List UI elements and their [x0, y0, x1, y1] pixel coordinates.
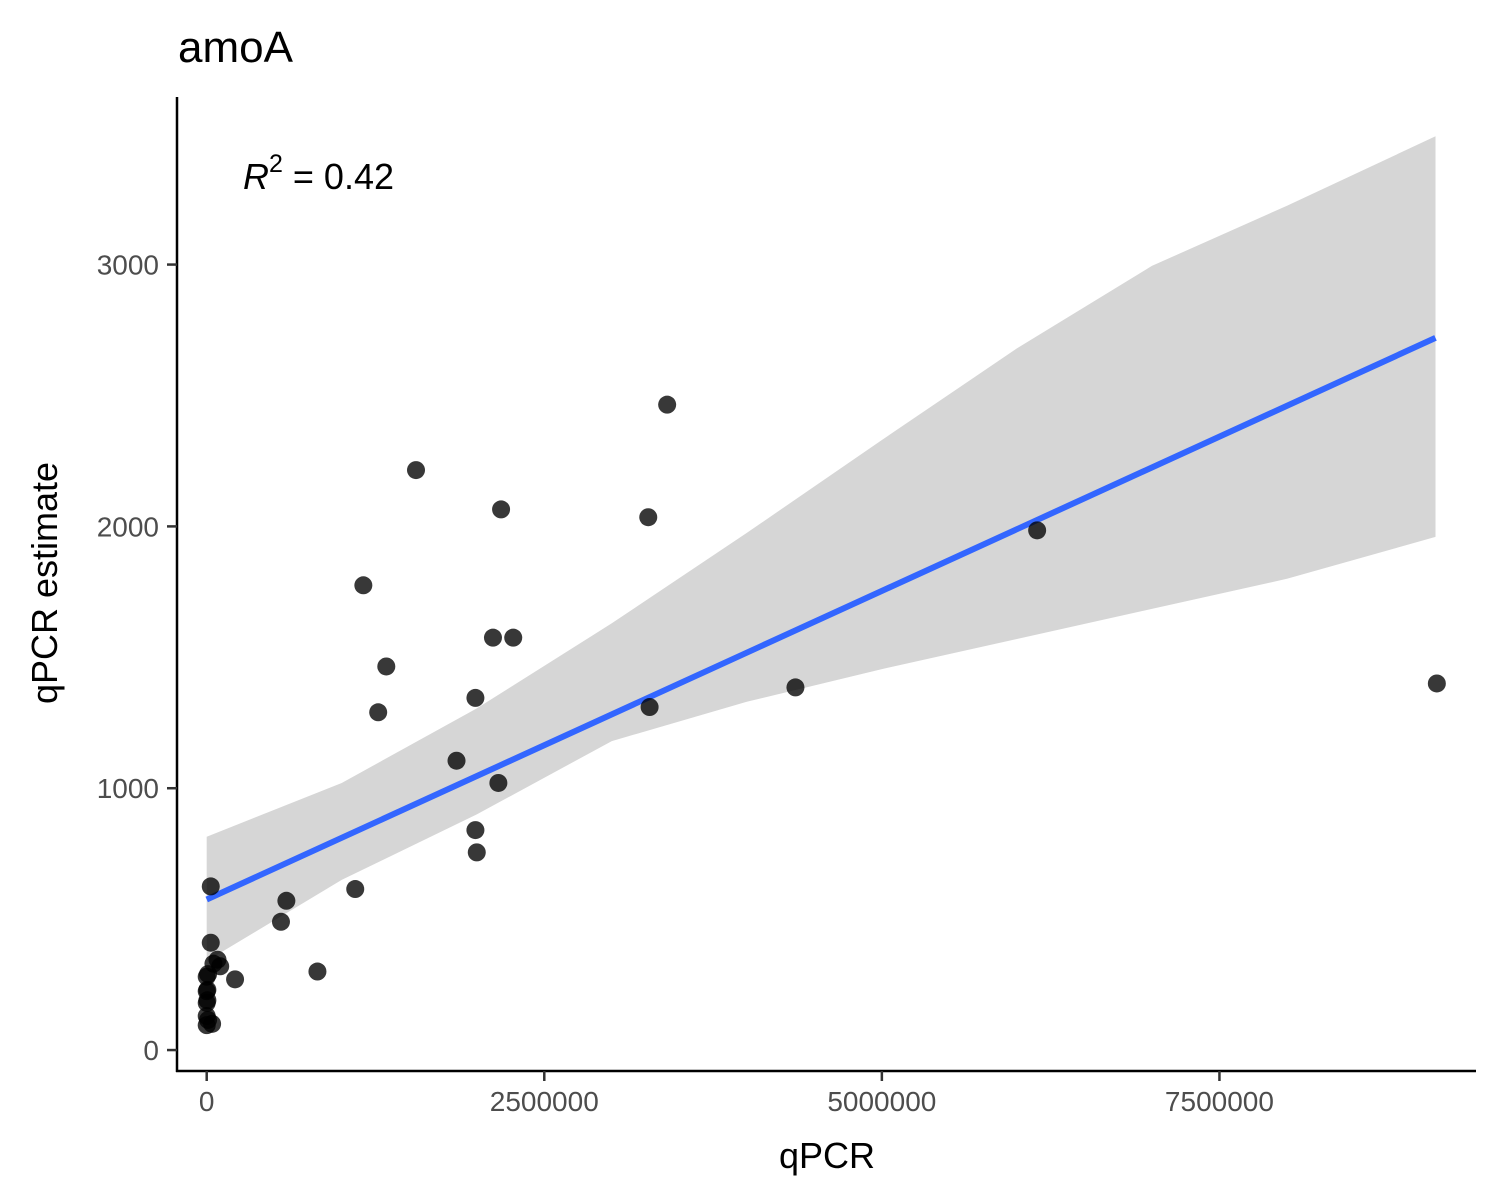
data-point-30 — [197, 967, 216, 986]
r-squared-symbol: R — [243, 156, 269, 197]
data-point-23 — [201, 933, 220, 952]
data-point-38 — [197, 1016, 216, 1035]
data-point-12 — [466, 688, 485, 707]
data-point-7 — [483, 628, 502, 647]
data-point-4 — [639, 508, 658, 527]
x-axis-title: qPCR — [779, 1135, 875, 1176]
fit-line-layer — [205, 335, 1437, 903]
data-point-21 — [277, 891, 296, 910]
data-point-9 — [377, 657, 396, 676]
data-point-29 — [226, 970, 245, 989]
data-point-20 — [346, 880, 365, 899]
y-axis-title: qPCR estimate — [24, 462, 65, 704]
r-squared-value: = 0.42 — [283, 156, 394, 197]
data-point-17 — [466, 821, 485, 840]
data-point-10 — [1427, 674, 1446, 693]
confidence-band-layer — [206, 136, 1436, 962]
data-point-14 — [369, 703, 388, 722]
y-tick-label: 2000 — [97, 511, 159, 542]
x-tick-label: 0 — [199, 1086, 215, 1117]
data-point-8 — [504, 628, 523, 647]
data-point-5 — [1028, 521, 1047, 540]
confidence-band — [206, 136, 1436, 962]
y-tick-label: 1000 — [97, 773, 159, 804]
chart-title: amoA — [178, 23, 294, 72]
data-point-19 — [201, 877, 220, 896]
data-points-layer — [197, 395, 1446, 1035]
axes-layer: 0 1000 2000 3000 0 2500000 5000000 7500000 — [97, 97, 1476, 1117]
data-point-1 — [658, 395, 677, 414]
data-point-15 — [447, 751, 466, 770]
y-tick-label: 3000 — [97, 250, 159, 281]
regression-line — [205, 335, 1437, 903]
data-point-6 — [354, 576, 373, 595]
x-tick-label: 5000000 — [827, 1086, 936, 1117]
data-point-11 — [786, 678, 805, 697]
r-squared-annotation: R2 = 0.42 — [243, 150, 394, 197]
data-point-2 — [407, 461, 426, 480]
x-tick-label: 2500000 — [490, 1086, 599, 1117]
y-tick-label: 0 — [143, 1035, 159, 1066]
data-point-13 — [640, 698, 659, 717]
data-point-3 — [492, 500, 511, 519]
x-tick-label: 7500000 — [1165, 1086, 1274, 1117]
data-point-34 — [197, 993, 216, 1012]
data-point-16 — [489, 773, 508, 792]
data-point-27 — [308, 962, 327, 981]
data-point-18 — [467, 843, 486, 862]
r-squared-exponent: 2 — [269, 150, 283, 178]
data-point-22 — [271, 912, 290, 931]
